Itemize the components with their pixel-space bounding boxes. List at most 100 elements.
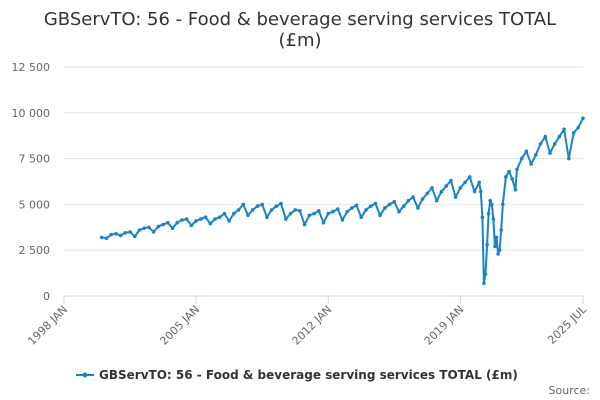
- data-point[interactable]: [213, 217, 217, 221]
- data-point[interactable]: [350, 206, 354, 210]
- data-point[interactable]: [317, 209, 321, 213]
- data-point[interactable]: [439, 189, 444, 194]
- data-point[interactable]: [490, 202, 494, 207]
- data-point[interactable]: [480, 215, 485, 219]
- data-point[interactable]: [552, 142, 557, 146]
- data-point[interactable]: [302, 222, 307, 227]
- data-point[interactable]: [255, 204, 260, 208]
- data-point[interactable]: [538, 142, 543, 146]
- data-point[interactable]: [458, 186, 463, 190]
- data-point[interactable]: [118, 233, 123, 238]
- data-point[interactable]: [184, 217, 189, 221]
- data-point[interactable]: [557, 134, 562, 139]
- data-point[interactable]: [485, 242, 489, 247]
- data-point[interactable]: [203, 215, 208, 219]
- data-point[interactable]: [246, 213, 250, 218]
- data-point[interactable]: [411, 195, 415, 199]
- data-point[interactable]: [493, 244, 497, 249]
- data-point[interactable]: [468, 175, 472, 179]
- data-point[interactable]: [156, 224, 161, 229]
- data-point[interactable]: [486, 211, 491, 216]
- data-point[interactable]: [496, 252, 500, 256]
- data-point[interactable]: [562, 127, 566, 132]
- data-point[interactable]: [241, 202, 246, 207]
- data-point[interactable]: [513, 187, 518, 192]
- data-point[interactable]: [499, 228, 504, 232]
- series-line[interactable]: [101, 117, 584, 285]
- data-point[interactable]: [567, 156, 571, 161]
- data-point[interactable]: [515, 167, 519, 172]
- data-point[interactable]: [483, 272, 488, 276]
- data-point[interactable]: [359, 215, 364, 219]
- data-point[interactable]: [217, 215, 222, 219]
- data-point[interactable]: [453, 195, 458, 199]
- data-point[interactable]: [463, 180, 467, 185]
- data-point[interactable]: [416, 206, 420, 210]
- data-point[interactable]: [284, 217, 288, 221]
- data-point[interactable]: [504, 175, 508, 179]
- data-point[interactable]: [151, 230, 156, 234]
- data-point[interactable]: [576, 125, 581, 130]
- data-point[interactable]: [175, 220, 179, 225]
- data-point[interactable]: [519, 156, 524, 161]
- data-point[interactable]: [199, 217, 203, 221]
- data-point[interactable]: [494, 235, 499, 240]
- data-point[interactable]: [449, 178, 453, 183]
- data-point[interactable]: [331, 209, 335, 214]
- data-point[interactable]: [477, 180, 482, 185]
- data-point[interactable]: [383, 206, 387, 210]
- data-point[interactable]: [260, 202, 265, 207]
- data-point[interactable]: [491, 217, 496, 221]
- data-point[interactable]: [501, 202, 505, 207]
- data-point[interactable]: [250, 208, 255, 212]
- data-point[interactable]: [265, 215, 269, 219]
- data-point[interactable]: [104, 236, 109, 241]
- data-point[interactable]: [170, 226, 175, 230]
- data-point[interactable]: [335, 207, 340, 211]
- data-point[interactable]: [397, 209, 401, 214]
- data-point[interactable]: [534, 153, 538, 157]
- data-point[interactable]: [354, 203, 359, 208]
- data-point[interactable]: [401, 204, 406, 208]
- data-point[interactable]: [161, 222, 165, 227]
- data-point[interactable]: [232, 211, 236, 216]
- data-point[interactable]: [482, 281, 486, 286]
- data-point[interactable]: [472, 189, 477, 194]
- data-point[interactable]: [326, 211, 331, 216]
- data-point[interactable]: [236, 208, 241, 212]
- data-point[interactable]: [581, 116, 585, 121]
- data-point[interactable]: [543, 134, 548, 139]
- data-point[interactable]: [392, 199, 397, 204]
- data-point[interactable]: [524, 149, 529, 154]
- data-point[interactable]: [166, 220, 170, 225]
- data-point[interactable]: [548, 151, 552, 155]
- data-point[interactable]: [387, 202, 392, 207]
- data-point[interactable]: [420, 197, 425, 201]
- data-point[interactable]: [497, 248, 502, 252]
- data-point[interactable]: [180, 218, 184, 222]
- data-point[interactable]: [373, 201, 378, 206]
- data-point[interactable]: [321, 220, 326, 225]
- data-point[interactable]: [137, 228, 142, 232]
- data-point[interactable]: [345, 209, 349, 214]
- data-point[interactable]: [274, 204, 279, 208]
- data-point[interactable]: [133, 234, 137, 239]
- data-point[interactable]: [128, 230, 132, 234]
- data-point[interactable]: [208, 221, 213, 226]
- data-point[interactable]: [194, 219, 198, 223]
- data-point[interactable]: [444, 184, 449, 188]
- data-point[interactable]: [227, 219, 231, 223]
- data-point[interactable]: [114, 231, 118, 236]
- legend[interactable]: GBServTO: 56 - Food & beverage serving s…: [76, 368, 518, 382]
- data-point[interactable]: [288, 211, 293, 216]
- data-point[interactable]: [430, 186, 434, 190]
- data-point[interactable]: [425, 191, 430, 196]
- data-point[interactable]: [488, 198, 493, 203]
- data-point[interactable]: [406, 198, 411, 203]
- data-point[interactable]: [340, 218, 345, 222]
- data-point[interactable]: [507, 169, 511, 174]
- data-point[interactable]: [529, 162, 533, 166]
- data-point[interactable]: [378, 213, 382, 218]
- data-point[interactable]: [279, 201, 283, 206]
- data-point[interactable]: [99, 235, 104, 240]
